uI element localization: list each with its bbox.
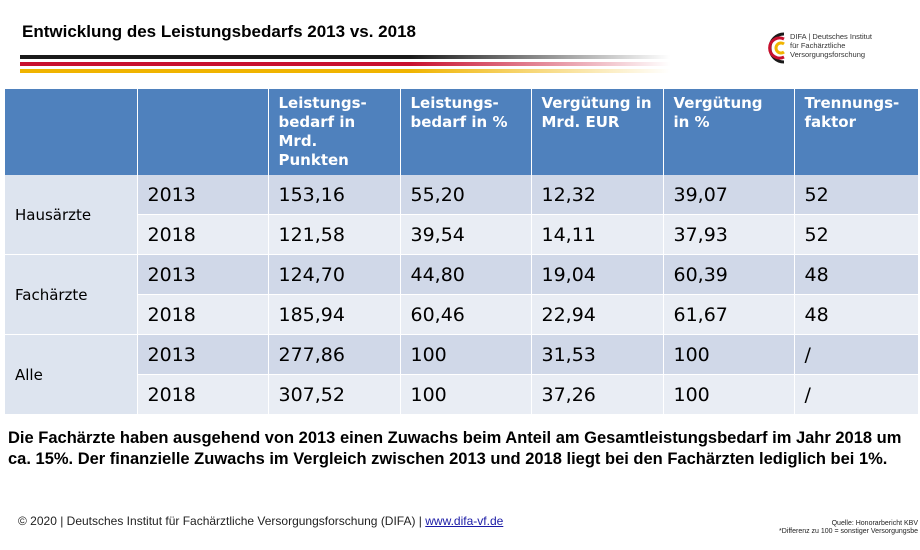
- prozent-cell: 39,54: [400, 214, 532, 255]
- gold-stripe: [20, 69, 670, 73]
- prozent-cell: 60,46: [400, 294, 532, 335]
- group-label: Alle: [5, 334, 138, 415]
- faktor-cell: 52: [794, 214, 919, 255]
- punkte-cell: 124,70: [268, 254, 401, 295]
- table-row: Fachärzte 2013 124,70 44,80 19,04 60,39 …: [5, 254, 919, 335]
- eur-cell: 14,11: [531, 214, 664, 255]
- red-stripe: [20, 62, 670, 66]
- table-row: 2018 121,58 39,54 14,11 37,93 52: [5, 214, 919, 255]
- table-row: 2018 185,94 60,46 22,94 61,67 48: [5, 294, 919, 335]
- group-label: Hausärzte: [5, 175, 138, 255]
- faktor-cell: /: [794, 374, 919, 415]
- table-header-row: Leistungs-bedarf in Mrd. Punkten Leistun…: [5, 89, 919, 175]
- prozent-cell: 100: [400, 374, 532, 415]
- punkte-cell: 121,58: [268, 214, 401, 255]
- punkte-cell: 153,16: [268, 175, 401, 215]
- table-row: Alle 2013 277,86 100 31,53 100 /: [5, 334, 919, 415]
- source-note: Quelle: Honorarbericht KBV *Differenz zu…: [779, 520, 918, 536]
- eur-cell: 12,32: [531, 175, 664, 215]
- year-cell: 2013: [137, 175, 269, 215]
- source-line-2: *Differenz zu 100 = sonstiger Versorgung…: [779, 528, 918, 535]
- header-leistungsbedarf-punkte: Leistungs-bedarf in Mrd. Punkten: [268, 89, 401, 175]
- table-row: Hausärzte 2013 153,16 55,20 12,32 39,07 …: [5, 175, 919, 255]
- black-stripe: [20, 55, 670, 59]
- verguetung-prozent-cell: 61,67: [663, 294, 795, 335]
- year-cell: 2018: [137, 294, 269, 335]
- year-cell: 2018: [137, 374, 269, 415]
- header-cell: [137, 89, 269, 175]
- data-table: Leistungs-bedarf in Mrd. Punkten Leistun…: [5, 89, 919, 415]
- year-cell: 2018: [137, 214, 269, 255]
- header-trennungsfaktor: Trennungs-faktor: [794, 89, 919, 175]
- faktor-cell: 48: [794, 254, 919, 295]
- verguetung-prozent-cell: 60,39: [663, 254, 795, 295]
- logo-text: DIFA | Deutsches Institut für Fachärztli…: [790, 32, 872, 59]
- group-label: Fachärzte: [5, 254, 138, 335]
- year-cell: 2013: [137, 334, 269, 375]
- difa-logo-icon: [768, 32, 785, 64]
- footer: © 2020 | Deutsches Institut für Fachärzt…: [18, 514, 503, 528]
- header-verguetung-prozent: Vergütung in %: [663, 89, 795, 175]
- header-leistungsbedarf-prozent: Leistungs-bedarf in %: [400, 89, 532, 175]
- difa-logo: DIFA | Deutsches Institut für Fachärztli…: [762, 30, 902, 70]
- header-cell: [5, 89, 138, 175]
- source-line-1: Quelle: Honorarbericht KBV: [831, 520, 918, 527]
- year-cell: 2013: [137, 254, 269, 295]
- logo-line-2: für Fachärztliche: [790, 41, 846, 50]
- verguetung-prozent-cell: 37,93: [663, 214, 795, 255]
- summary-text: Die Fachärzte haben ausgehend von 2013 e…: [8, 429, 902, 468]
- eur-cell: 19,04: [531, 254, 664, 295]
- faktor-cell: /: [794, 334, 919, 375]
- page-title: Entwicklung des Leistungsbedarfs 2013 vs…: [22, 22, 416, 41]
- copyright-text: © 2020 | Deutsches Institut für Fachärzt…: [18, 514, 426, 528]
- prozent-cell: 44,80: [400, 254, 532, 295]
- faktor-cell: 48: [794, 294, 919, 335]
- eur-cell: 37,26: [531, 374, 664, 415]
- punkte-cell: 185,94: [268, 294, 401, 335]
- verguetung-prozent-cell: 100: [663, 334, 795, 375]
- logo-line-1: DIFA | Deutsches Institut: [790, 32, 872, 41]
- logo-line-3: Versorgungsforschung: [790, 50, 866, 59]
- table-row: 2018 307,52 100 37,26 100 /: [5, 374, 919, 415]
- prozent-cell: 55,20: [400, 175, 532, 215]
- eur-cell: 22,94: [531, 294, 664, 335]
- punkte-cell: 277,86: [268, 334, 401, 375]
- prozent-cell: 100: [400, 334, 532, 375]
- eur-cell: 31,53: [531, 334, 664, 375]
- verguetung-prozent-cell: 39,07: [663, 175, 795, 215]
- punkte-cell: 307,52: [268, 374, 401, 415]
- header-verguetung-eur: Vergütung in Mrd. EUR: [531, 89, 664, 175]
- website-link[interactable]: www.difa-vf.de: [425, 514, 504, 528]
- verguetung-prozent-cell: 100: [663, 374, 795, 415]
- faktor-cell: 52: [794, 175, 919, 215]
